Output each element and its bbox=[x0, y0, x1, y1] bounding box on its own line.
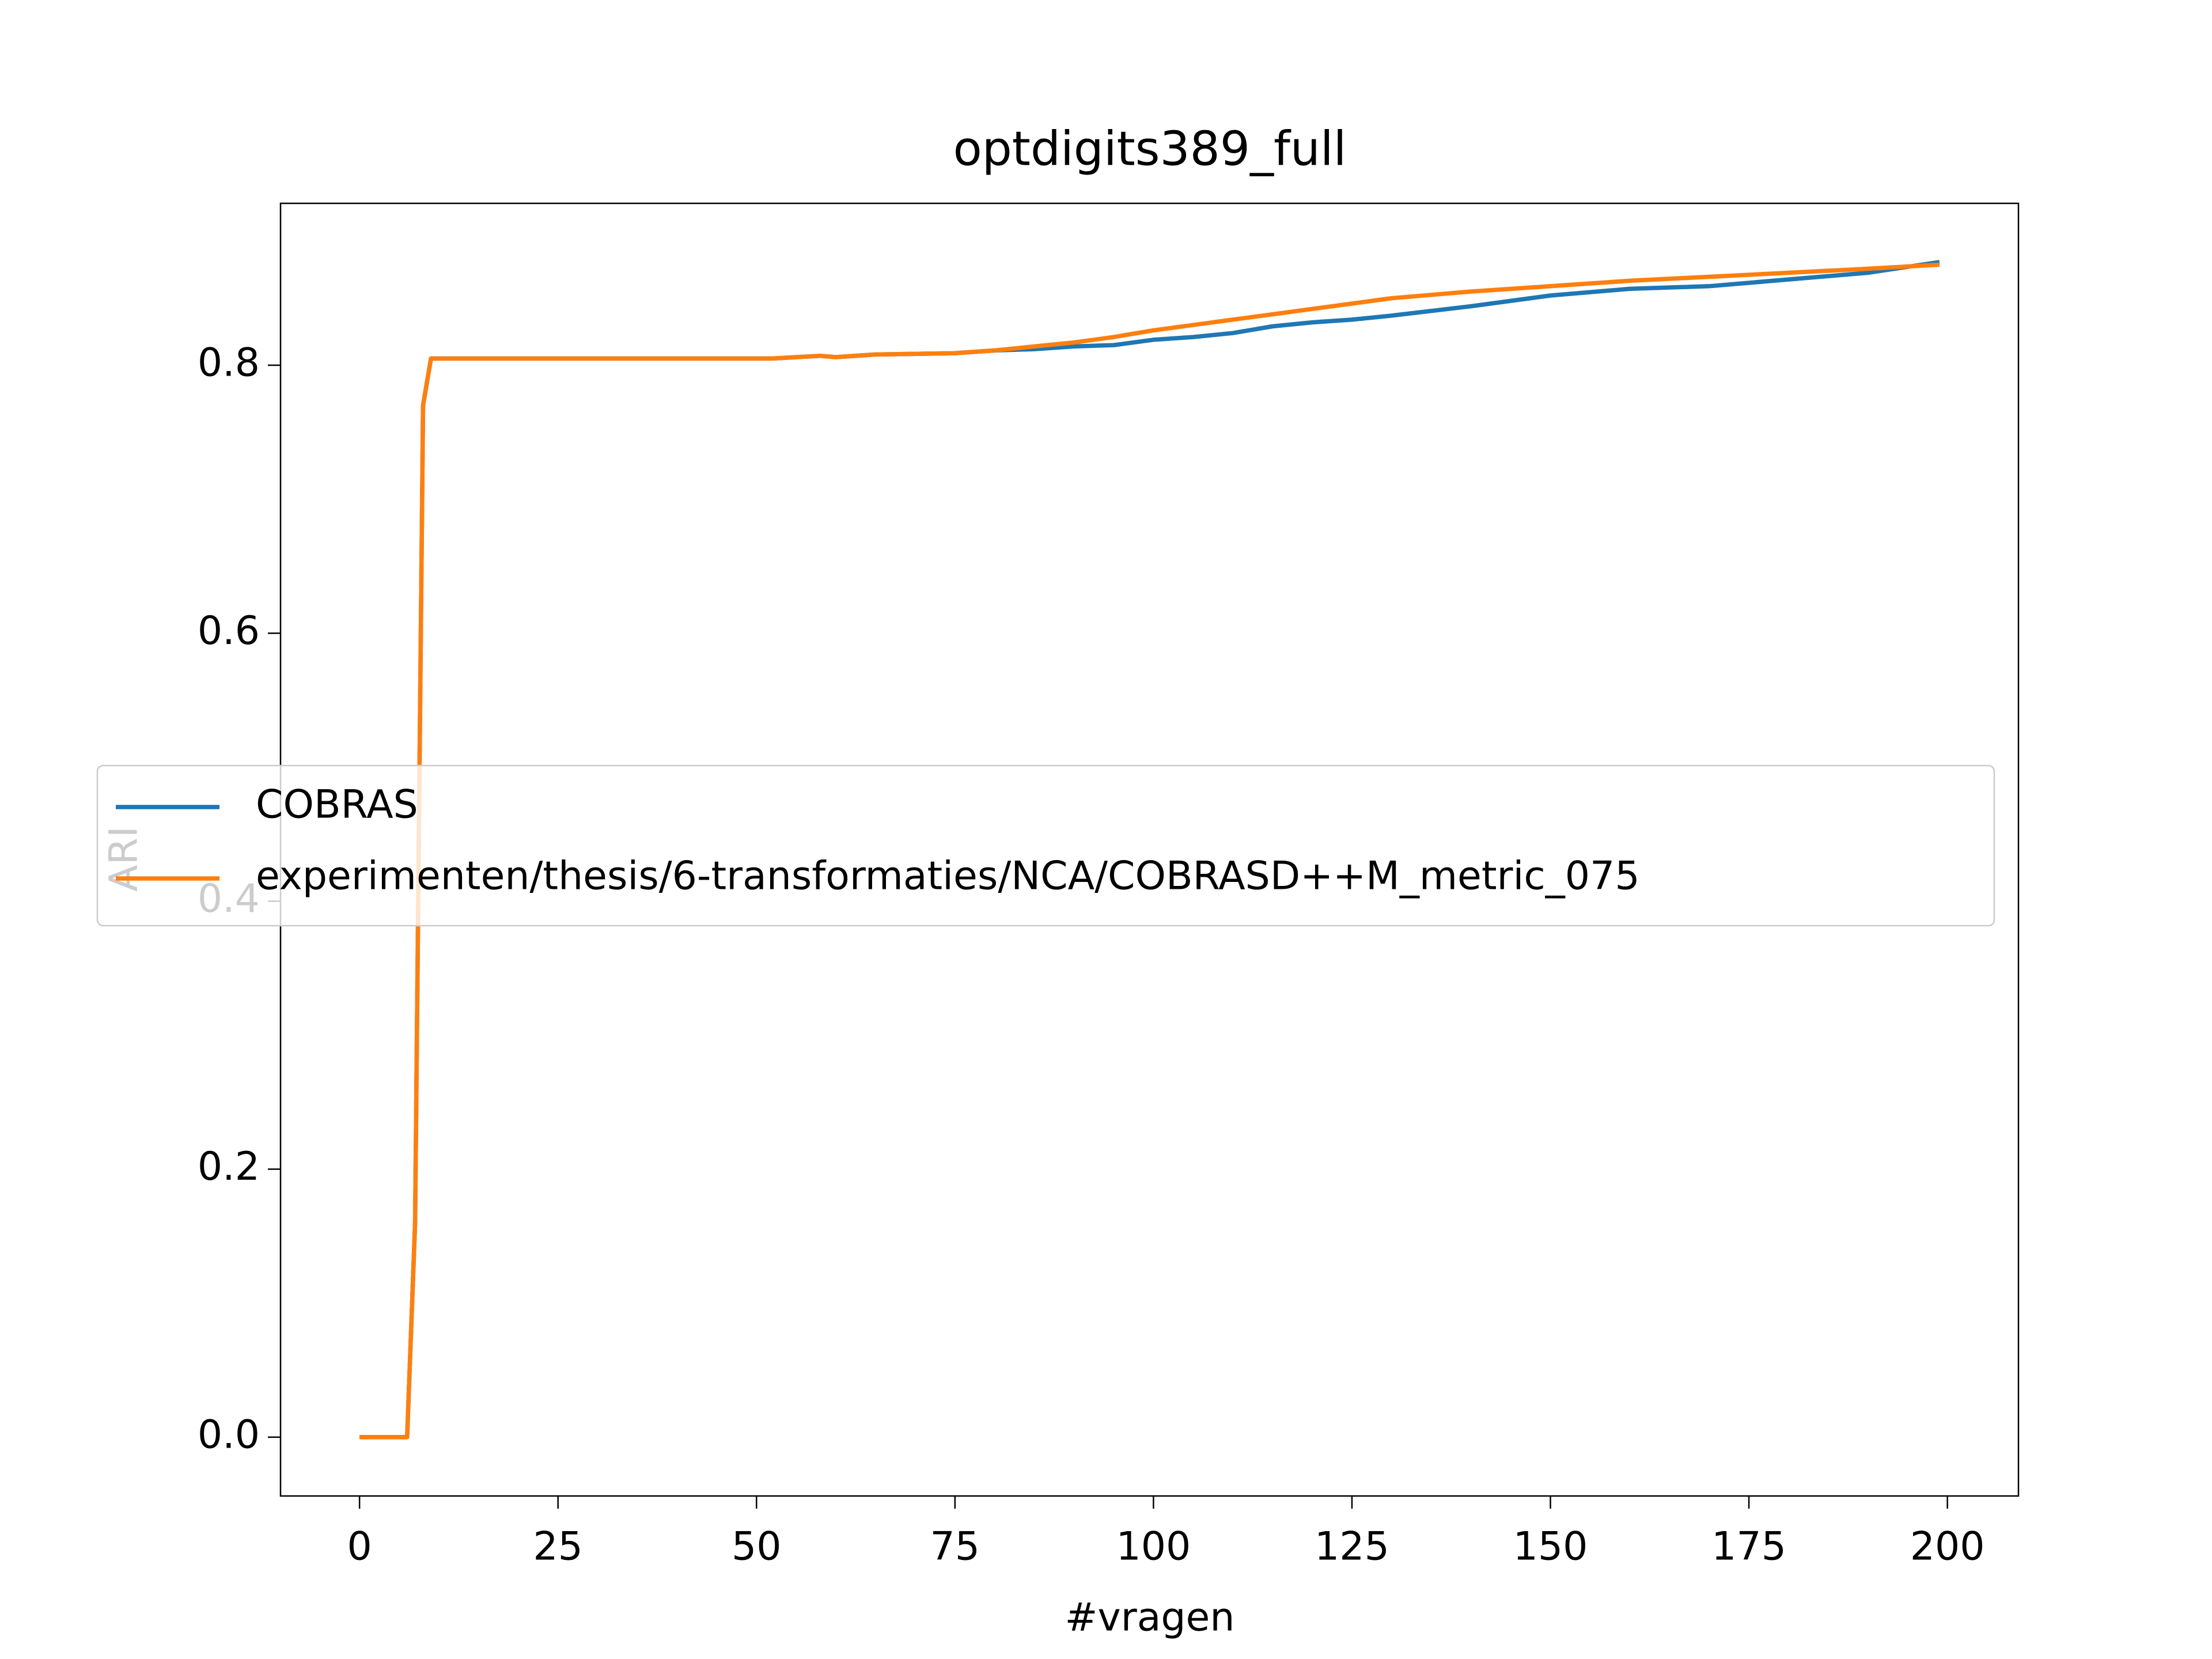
x-tick-label: 75 bbox=[930, 1524, 980, 1570]
x-tick-label: 125 bbox=[1315, 1524, 1389, 1570]
legend-box bbox=[96, 764, 1995, 927]
x-tick-label: 200 bbox=[1910, 1524, 1985, 1570]
y-tick-label: 0.0 bbox=[198, 1412, 260, 1457]
x-tick-label: 25 bbox=[533, 1524, 583, 1570]
y-tick-label: 0.8 bbox=[198, 340, 260, 386]
series-line bbox=[359, 262, 1940, 1440]
y-tick-label: 0.6 bbox=[198, 608, 260, 654]
x-tick-label: 0 bbox=[347, 1524, 372, 1570]
x-tick-label: 150 bbox=[1513, 1524, 1588, 1570]
legend-label: experimenten/thesis/6-transformaties/NCA… bbox=[256, 854, 1640, 899]
legend-label: COBRAS bbox=[256, 782, 418, 828]
x-tick-label: 100 bbox=[1116, 1524, 1191, 1570]
chart-title: optdigits389_full bbox=[953, 122, 1347, 176]
x-tick-label: 175 bbox=[1711, 1524, 1786, 1570]
x-axis-label: #vragen bbox=[1065, 1595, 1235, 1641]
x-tick-label: 50 bbox=[732, 1524, 782, 1570]
legend: COBRAS experimenten/thesis/6-transformati… bbox=[96, 764, 1995, 927]
y-tick-label: 0.2 bbox=[198, 1144, 260, 1190]
